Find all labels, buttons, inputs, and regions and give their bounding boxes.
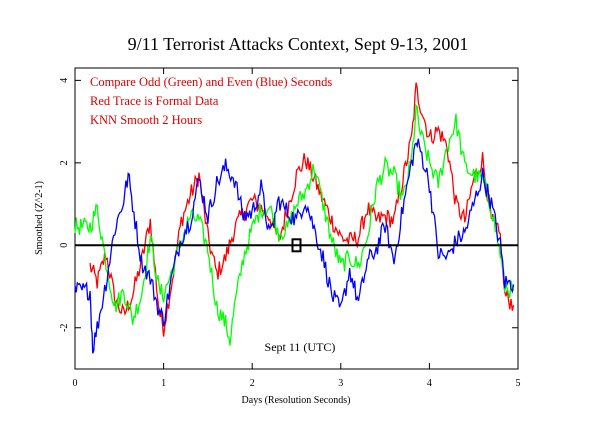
- y-tick-label: 0: [59, 243, 70, 248]
- series-line-2: [74, 138, 515, 354]
- y-tick-label: 4: [59, 78, 70, 83]
- chart-title: 9/11 Terrorist Attacks Context, Sept 9-1…: [128, 34, 469, 54]
- annotation-knn-smooth: KNN Smooth 2 Hours: [90, 113, 202, 127]
- plot-frame: [74, 67, 519, 370]
- annotation-sept11: Sept 11 (UTC): [265, 340, 336, 354]
- y-tick-label: 2: [59, 160, 70, 165]
- sept11-marker: [291, 238, 302, 253]
- x-tick-label: 0: [73, 378, 78, 389]
- annotation-red-trace: Red Trace is Formal Data: [90, 94, 219, 108]
- y-tick-label: -2: [59, 324, 70, 332]
- x-tick-label: 3: [338, 378, 343, 389]
- x-tick-label: 5: [516, 378, 521, 389]
- x-axis-label: Days (Resolution Seconds): [242, 395, 351, 406]
- x-tick-label: 1: [161, 378, 166, 389]
- series-line-0: [89, 82, 515, 337]
- series-layer: [74, 82, 515, 354]
- axis-ticks: 0 1 2 3 4 5 -2 0 2 4: [59, 68, 521, 389]
- y-axis-label: Smoothed (Z^2-1): [34, 181, 45, 255]
- annotation-compare: Compare Odd (Green) and Even (Blue) Seco…: [90, 75, 332, 89]
- x-tick-label: 2: [250, 378, 255, 389]
- x-tick-label: 4: [427, 378, 432, 389]
